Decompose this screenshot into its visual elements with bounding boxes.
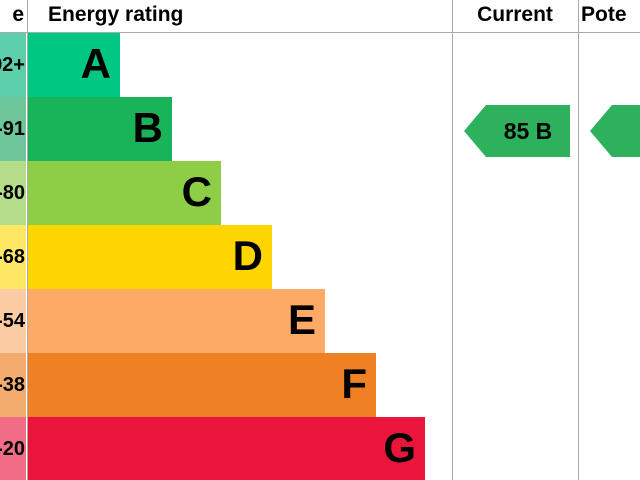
header-divider-line xyxy=(0,32,640,33)
rating-bar-letter-b: B xyxy=(132,104,163,151)
rating-bar-letter-f: F xyxy=(341,360,367,407)
current-rating-value: 85 B xyxy=(503,118,553,144)
bars-column-divider xyxy=(452,0,453,480)
score-range-column: 92+81-9169-8055-6839-5421-381-20 xyxy=(0,33,27,480)
header-energy-rating-label: Energy rating xyxy=(48,3,184,26)
rating-bar-letter-d: D xyxy=(232,232,263,279)
rating-bar-g: G xyxy=(28,417,425,480)
rating-bar-a: A xyxy=(28,33,120,97)
score-range-g: 1-20 xyxy=(0,417,26,480)
rating-bar-e: E xyxy=(28,289,325,353)
chart-header-row: e Energy rating Current Pote xyxy=(0,0,640,33)
score-range-a: 92+ xyxy=(0,33,26,97)
rating-bar-f: F xyxy=(28,353,376,417)
score-range-b: 81-91 xyxy=(0,97,26,161)
rating-bar-letter-g: G xyxy=(383,424,416,471)
header-current-label: Current xyxy=(477,3,553,26)
score-column-divider xyxy=(27,0,28,480)
header-potential-label: Pote xyxy=(581,3,627,26)
score-range-d: 55-68 xyxy=(0,225,26,289)
rating-bar-letter-e: E xyxy=(287,296,316,343)
score-range-e: 39-54 xyxy=(0,289,26,353)
current-rating-badge: 85 B xyxy=(464,105,570,157)
rating-bar-b: B xyxy=(28,97,172,161)
rating-bar-letter-c: C xyxy=(181,168,212,215)
score-range-c: 69-80 xyxy=(0,161,26,225)
rating-bar-c: C xyxy=(28,161,221,225)
rating-bar-letter-a: A xyxy=(80,40,111,87)
header-score-column-label: e xyxy=(12,3,24,26)
score-range-f: 21-38 xyxy=(0,353,26,417)
current-column-divider xyxy=(578,0,579,480)
rating-bar-d: D xyxy=(28,225,272,289)
potential-rating-badge: 8 xyxy=(590,105,640,157)
